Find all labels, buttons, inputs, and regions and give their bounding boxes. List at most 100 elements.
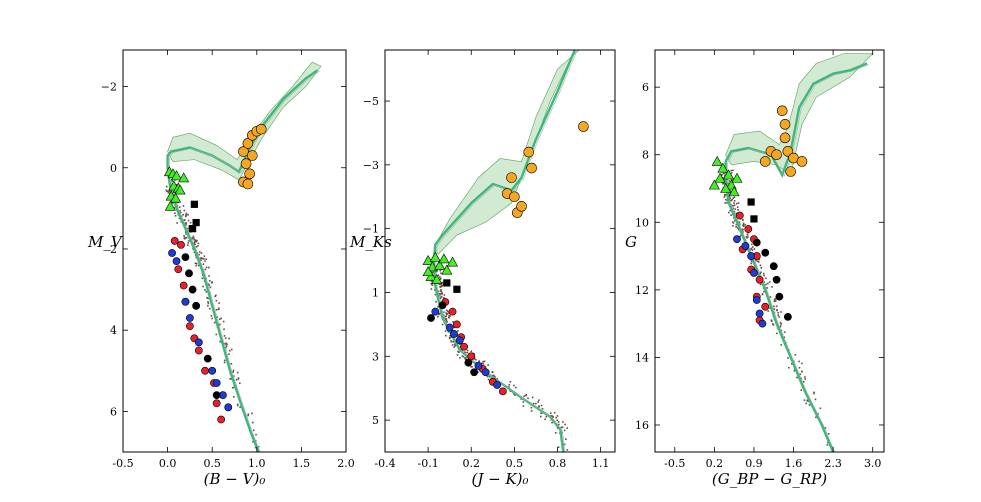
field-star: [252, 429, 255, 432]
point-black-circles: [769, 262, 778, 271]
field-star: [751, 249, 754, 251]
field-star: [182, 205, 185, 207]
field-star: [730, 199, 733, 202]
field-star: [763, 281, 765, 283]
point-giants: [523, 146, 535, 158]
point-blue-stragglers: [441, 264, 453, 275]
y-tick-label: −3: [363, 159, 379, 172]
field-star: [185, 212, 188, 215]
field-star: [185, 223, 187, 226]
field-star: [775, 305, 778, 308]
field-star: [759, 264, 762, 267]
field-star: [178, 217, 181, 220]
field-star: [213, 321, 216, 324]
field-star: [735, 226, 737, 228]
field-star: [208, 266, 210, 269]
field-star: [252, 421, 254, 424]
point-blue: [733, 235, 741, 244]
field-star: [441, 292, 443, 294]
field-star: [223, 328, 225, 330]
field-star: [733, 204, 736, 206]
field-star: [776, 309, 778, 311]
field-star: [167, 191, 170, 194]
field-star: [201, 257, 204, 260]
field-star: [475, 358, 477, 361]
field-star: [779, 325, 782, 327]
field-star: [233, 395, 235, 398]
field-star: [530, 406, 533, 409]
field-star: [742, 231, 744, 233]
field-star: [193, 237, 195, 240]
y-axis-label: G: [625, 233, 637, 251]
field-star: [434, 289, 436, 291]
point-giants: [242, 178, 254, 190]
field-star: [767, 310, 769, 312]
field-star: [194, 243, 196, 246]
x-tick-label: 0.0: [159, 457, 177, 470]
field-star: [750, 260, 753, 263]
point-blue-stragglers: [422, 254, 434, 265]
field-star: [827, 433, 830, 435]
field-star: [798, 366, 801, 369]
point-blue: [450, 330, 458, 338]
field-star: [186, 244, 189, 247]
field-star: [464, 351, 467, 354]
field-star: [482, 363, 485, 365]
field-star: [185, 215, 187, 218]
field-star: [730, 179, 733, 182]
field-star: [465, 356, 468, 359]
point-black-squares: [453, 285, 461, 293]
field-star: [801, 362, 803, 365]
point-blue: [755, 309, 764, 318]
field-star: [445, 317, 448, 320]
field-star: [196, 262, 198, 265]
point-black-circles: [212, 391, 221, 400]
x-tick-label: 0.8: [549, 457, 567, 470]
field-star: [760, 271, 762, 274]
field-star: [545, 415, 548, 418]
field-star: [765, 283, 767, 286]
field-star: [174, 192, 177, 194]
field-star: [239, 406, 241, 408]
field-star: [210, 281, 213, 284]
field-star: [439, 277, 442, 280]
field-star: [449, 315, 451, 318]
field-star: [185, 237, 188, 239]
x-axis-label: (B − V)₀: [204, 470, 266, 488]
field-star: [179, 211, 182, 214]
point-red: [460, 342, 468, 351]
field-star: [237, 377, 240, 379]
field-star: [178, 206, 181, 209]
field-star: [768, 281, 771, 283]
field-star: [448, 337, 451, 339]
field-star: [799, 373, 801, 376]
field-star: [200, 259, 202, 261]
field-star: [729, 197, 732, 199]
y-tick-label: −1: [363, 223, 379, 236]
field-star: [525, 394, 527, 397]
field-star: [441, 281, 443, 284]
field-star: [512, 392, 515, 395]
field-star: [179, 209, 181, 212]
field-star: [200, 257, 203, 259]
field-star: [171, 180, 173, 182]
y-tick-label: 14: [635, 351, 649, 364]
x-tick-label: 0.5: [203, 457, 221, 470]
field-star: [457, 350, 459, 353]
field-star: [726, 202, 728, 204]
point-black-circles: [772, 275, 781, 284]
field-star: [439, 297, 442, 300]
field-star: [750, 248, 752, 250]
point-blue-stragglers: [720, 182, 732, 193]
isochrone-line: [166, 69, 319, 452]
field-star: [773, 300, 776, 303]
field-star: [236, 403, 239, 406]
field-star: [482, 360, 485, 363]
field-star: [763, 274, 765, 277]
field-star: [453, 326, 456, 329]
field-star: [751, 243, 753, 246]
field-star: [552, 416, 555, 418]
field-star: [557, 421, 560, 423]
x-tick-label: 1.6: [785, 457, 803, 470]
field-star: [232, 386, 234, 389]
